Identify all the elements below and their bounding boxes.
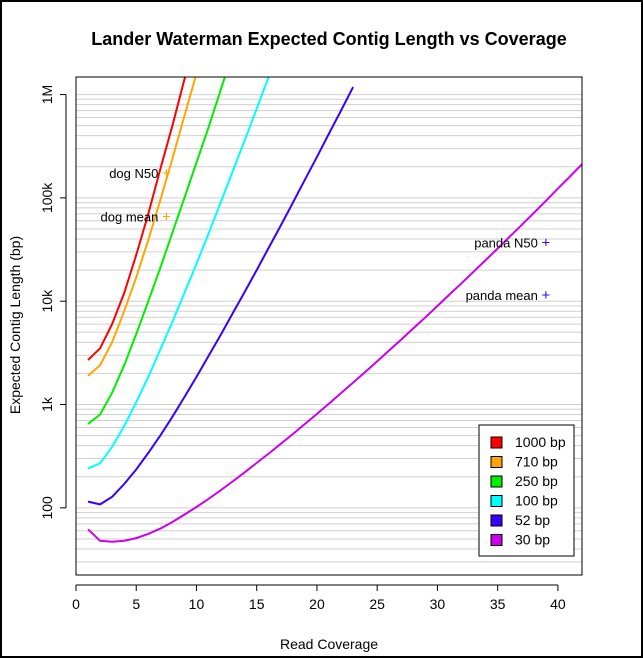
annotation-marker: + (162, 165, 171, 182)
x-tick-label: 30 (430, 596, 446, 612)
legend-label: 710 bp (515, 454, 558, 470)
legend-swatch (490, 475, 503, 488)
x-tick-label: 35 (490, 596, 506, 612)
series-line-250-bp (87, 77, 226, 425)
plot-frame (75, 76, 583, 576)
annotation-label: panda mean (466, 288, 538, 303)
x-tick-label: 5 (132, 596, 140, 612)
y-tick-label: 100k (39, 182, 55, 213)
x-tick-label: 10 (189, 596, 205, 612)
annotation-label: panda N50 (474, 235, 538, 250)
annotation-marker: + (541, 234, 550, 251)
legend-label: 52 bp (515, 512, 550, 528)
legend-label: 30 bp (515, 532, 550, 548)
x-axis-label: Read Coverage (280, 636, 378, 652)
annotation-marker: + (541, 287, 550, 304)
series-line-1000-bp (87, 77, 187, 361)
legend-label: 1000 bp (515, 434, 566, 450)
legend-swatch (490, 534, 503, 546)
legend: 1000 bp 710 bp 250 bp 100 bp 52 bp 30 bp (478, 424, 575, 557)
annotation-label: dog N50 (109, 166, 158, 181)
x-tick-label: 40 (550, 596, 566, 612)
y-axis-label: Expected Contig Length (bp) (7, 236, 23, 414)
x-tick-label: 0 (72, 596, 80, 612)
series-line-30-bp (87, 163, 582, 543)
y-axis: 100 1k 10k 100k 1M (39, 85, 67, 520)
annotation-layer: +dog N50+dog mean+panda N50+panda mean (101, 165, 551, 304)
annotation-label: dog mean (101, 210, 159, 225)
y-tick-label: 100 (39, 496, 55, 520)
series-line-100-bp (87, 77, 270, 470)
legend-swatch (490, 456, 503, 468)
x-axis: 0 5 10 15 20 25 30 35 40 (72, 584, 566, 612)
y-tick-label: 10k (39, 289, 55, 313)
chart-title: Lander Waterman Expected Contig Length v… (91, 29, 566, 49)
x-tick-label: 25 (369, 596, 385, 612)
legend-swatch (490, 495, 503, 507)
legend-label: 100 bp (515, 493, 558, 509)
series-line-52-bp (87, 86, 354, 506)
x-tick-label: 15 (249, 596, 265, 612)
legend-swatch (490, 514, 503, 527)
y-tick-label: 1M (39, 85, 55, 104)
series-line-710-bp (87, 77, 197, 377)
x-tick-label: 20 (309, 596, 325, 612)
annotation-marker: + (162, 209, 171, 226)
series-layer (87, 77, 582, 543)
legend-label: 250 bp (515, 473, 558, 489)
y-tick-label: 1k (39, 396, 55, 412)
legend-swatch (490, 436, 503, 449)
